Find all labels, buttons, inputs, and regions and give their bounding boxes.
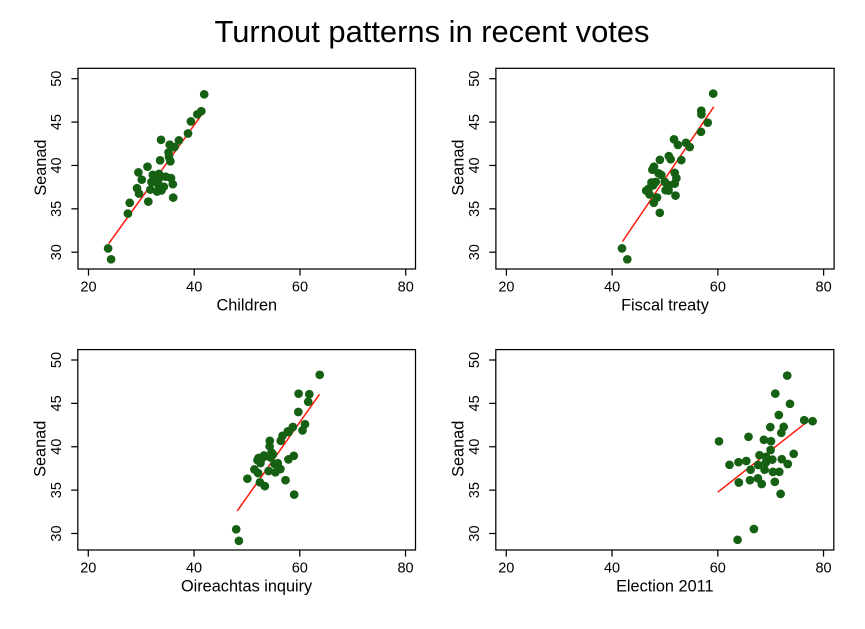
svg-text:Turnout patterns in recent vot: Turnout patterns in recent votes (215, 14, 650, 49)
svg-text:35: 35 (467, 482, 483, 498)
svg-text:40: 40 (604, 560, 620, 576)
svg-text:Seanad: Seanad (450, 140, 468, 196)
svg-text:Oireachtas inquiry: Oireachtas inquiry (181, 577, 313, 595)
svg-text:20: 20 (80, 560, 96, 576)
svg-text:80: 80 (398, 279, 414, 295)
svg-text:Election 2011: Election 2011 (616, 577, 713, 595)
svg-text:45: 45 (49, 114, 65, 130)
svg-text:Seanad: Seanad (32, 140, 50, 196)
svg-text:60: 60 (710, 279, 726, 295)
svg-text:30: 30 (49, 244, 65, 260)
svg-text:20: 20 (80, 279, 96, 295)
svg-text:40: 40 (49, 439, 65, 455)
svg-text:50: 50 (467, 71, 483, 87)
svg-text:60: 60 (710, 560, 726, 576)
svg-text:80: 80 (816, 279, 832, 295)
svg-text:Seanad: Seanad (450, 421, 468, 477)
svg-text:30: 30 (467, 244, 483, 260)
svg-text:35: 35 (49, 482, 65, 498)
svg-text:Children: Children (216, 296, 277, 314)
svg-text:60: 60 (292, 560, 308, 576)
svg-text:40: 40 (186, 560, 202, 576)
svg-text:35: 35 (467, 201, 483, 217)
svg-text:45: 45 (467, 114, 483, 130)
svg-text:50: 50 (49, 352, 65, 368)
svg-text:60: 60 (292, 279, 308, 295)
svg-text:30: 30 (467, 525, 483, 541)
svg-text:40: 40 (467, 439, 483, 455)
svg-text:45: 45 (49, 395, 65, 411)
svg-text:40: 40 (467, 157, 483, 173)
svg-text:45: 45 (467, 395, 483, 411)
svg-text:20: 20 (498, 279, 514, 295)
svg-text:40: 40 (186, 279, 202, 295)
svg-text:80: 80 (815, 560, 831, 576)
svg-text:40: 40 (604, 279, 620, 295)
svg-text:30: 30 (49, 525, 65, 541)
svg-text:35: 35 (49, 201, 65, 217)
svg-text:80: 80 (397, 560, 413, 576)
svg-text:Seanad: Seanad (32, 421, 50, 477)
svg-text:50: 50 (467, 352, 483, 368)
svg-text:20: 20 (498, 560, 514, 576)
svg-text:40: 40 (49, 157, 65, 173)
svg-text:50: 50 (49, 71, 65, 87)
svg-text:Fiscal treaty: Fiscal treaty (621, 296, 710, 314)
